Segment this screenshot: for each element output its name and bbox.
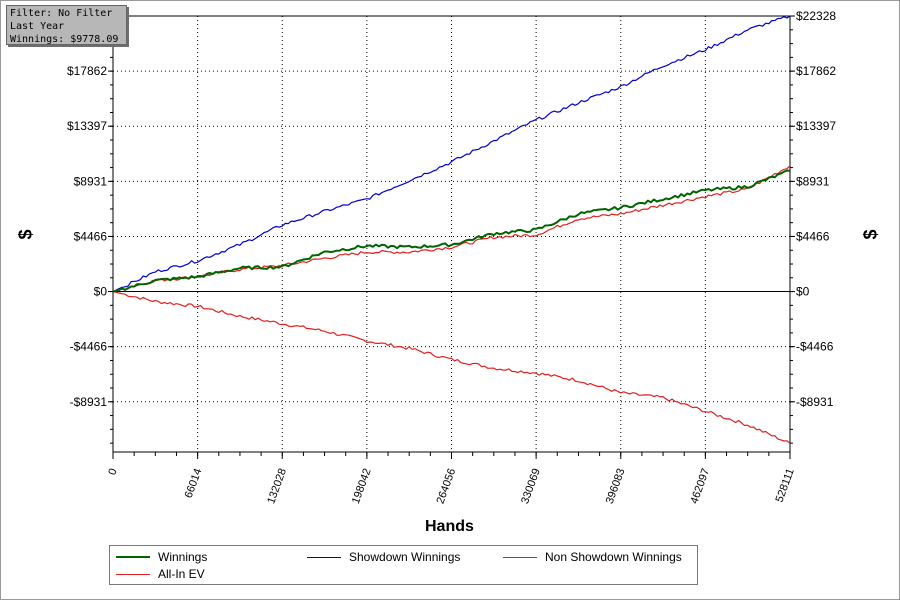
series-line-all-in-ev: [112, 291, 791, 444]
filter-info-box: Filter: No Filter Last Year Winnings: $9…: [6, 5, 127, 45]
x-axis-title: Hands: [425, 518, 474, 535]
winnings-line: Winnings: $9778.09: [10, 34, 119, 45]
x-tick-label: 330069: [519, 467, 543, 506]
axis-ticks: [108, 15, 795, 459]
y-axis-title-left: $: [15, 229, 36, 240]
x-tick-label: 396083: [604, 467, 628, 506]
legend-label-all-in-ev: All-In EV: [158, 567, 205, 581]
legend-swatch-winnings: [116, 556, 150, 558]
y-tick-label-right: $4466: [796, 229, 830, 243]
legend: Winnings Showdown Winnings Non Showdown …: [109, 545, 698, 585]
legend-item-non-showdown: Non Showdown Winnings: [503, 549, 682, 565]
y-tick-label-right: -$4466: [796, 340, 834, 354]
x-tick-label: 0: [106, 467, 119, 477]
legend-item-winnings: Winnings: [116, 549, 207, 565]
legend-swatch-showdown: [307, 556, 341, 558]
y-tick-label-right: $0: [796, 285, 810, 299]
x-tick-label: 462097: [688, 467, 712, 506]
filter-line: Filter: No Filter: [10, 8, 113, 19]
legend-label-showdown: Showdown Winnings: [349, 550, 461, 564]
series-line-showdown-winnings: [112, 15, 791, 293]
y-axis-title-right: $: [860, 229, 881, 240]
legend-item-showdown: Showdown Winnings: [307, 549, 460, 565]
grid: [113, 16, 790, 452]
y-tick-label-right: $8931: [796, 174, 830, 188]
y-tick-label-right: $13397: [796, 119, 836, 133]
y-tick-label-right: $17862: [796, 64, 836, 78]
y-tick-label-left: $4466: [74, 229, 108, 243]
series-line-winnings: [112, 169, 791, 293]
plot-area: [112, 15, 791, 453]
series-lines: [112, 15, 791, 444]
legend-label-non-showdown: Non Showdown Winnings: [545, 550, 682, 564]
legend-label-winnings: Winnings: [158, 550, 208, 564]
legend-swatch-non-showdown: [503, 556, 537, 558]
legend-swatch-all-in-ev: [116, 573, 150, 575]
y-tick-label-right: -$8931: [796, 395, 834, 409]
y-tick-label-left: $0: [94, 285, 108, 299]
y-tick-label-left: $17862: [67, 64, 107, 78]
x-tick-label: 264056: [434, 467, 458, 506]
x-tick-label: 132028: [265, 467, 289, 506]
y-tick-label-left: -$4466: [70, 340, 108, 354]
y-tick-label-left: $8931: [74, 174, 108, 188]
x-tick-label: 198042: [350, 467, 374, 506]
x-tick-label: 528111: [774, 467, 797, 504]
legend-item-all-in-ev: All-In EV: [116, 566, 205, 582]
x-tick-label: 66014: [183, 467, 205, 500]
y-tick-label-left: -$8931: [70, 395, 108, 409]
y-tick-label-left: $13397: [67, 119, 107, 133]
y-tick-label-right: $22328: [796, 9, 836, 23]
period-line: Last Year: [10, 21, 65, 32]
